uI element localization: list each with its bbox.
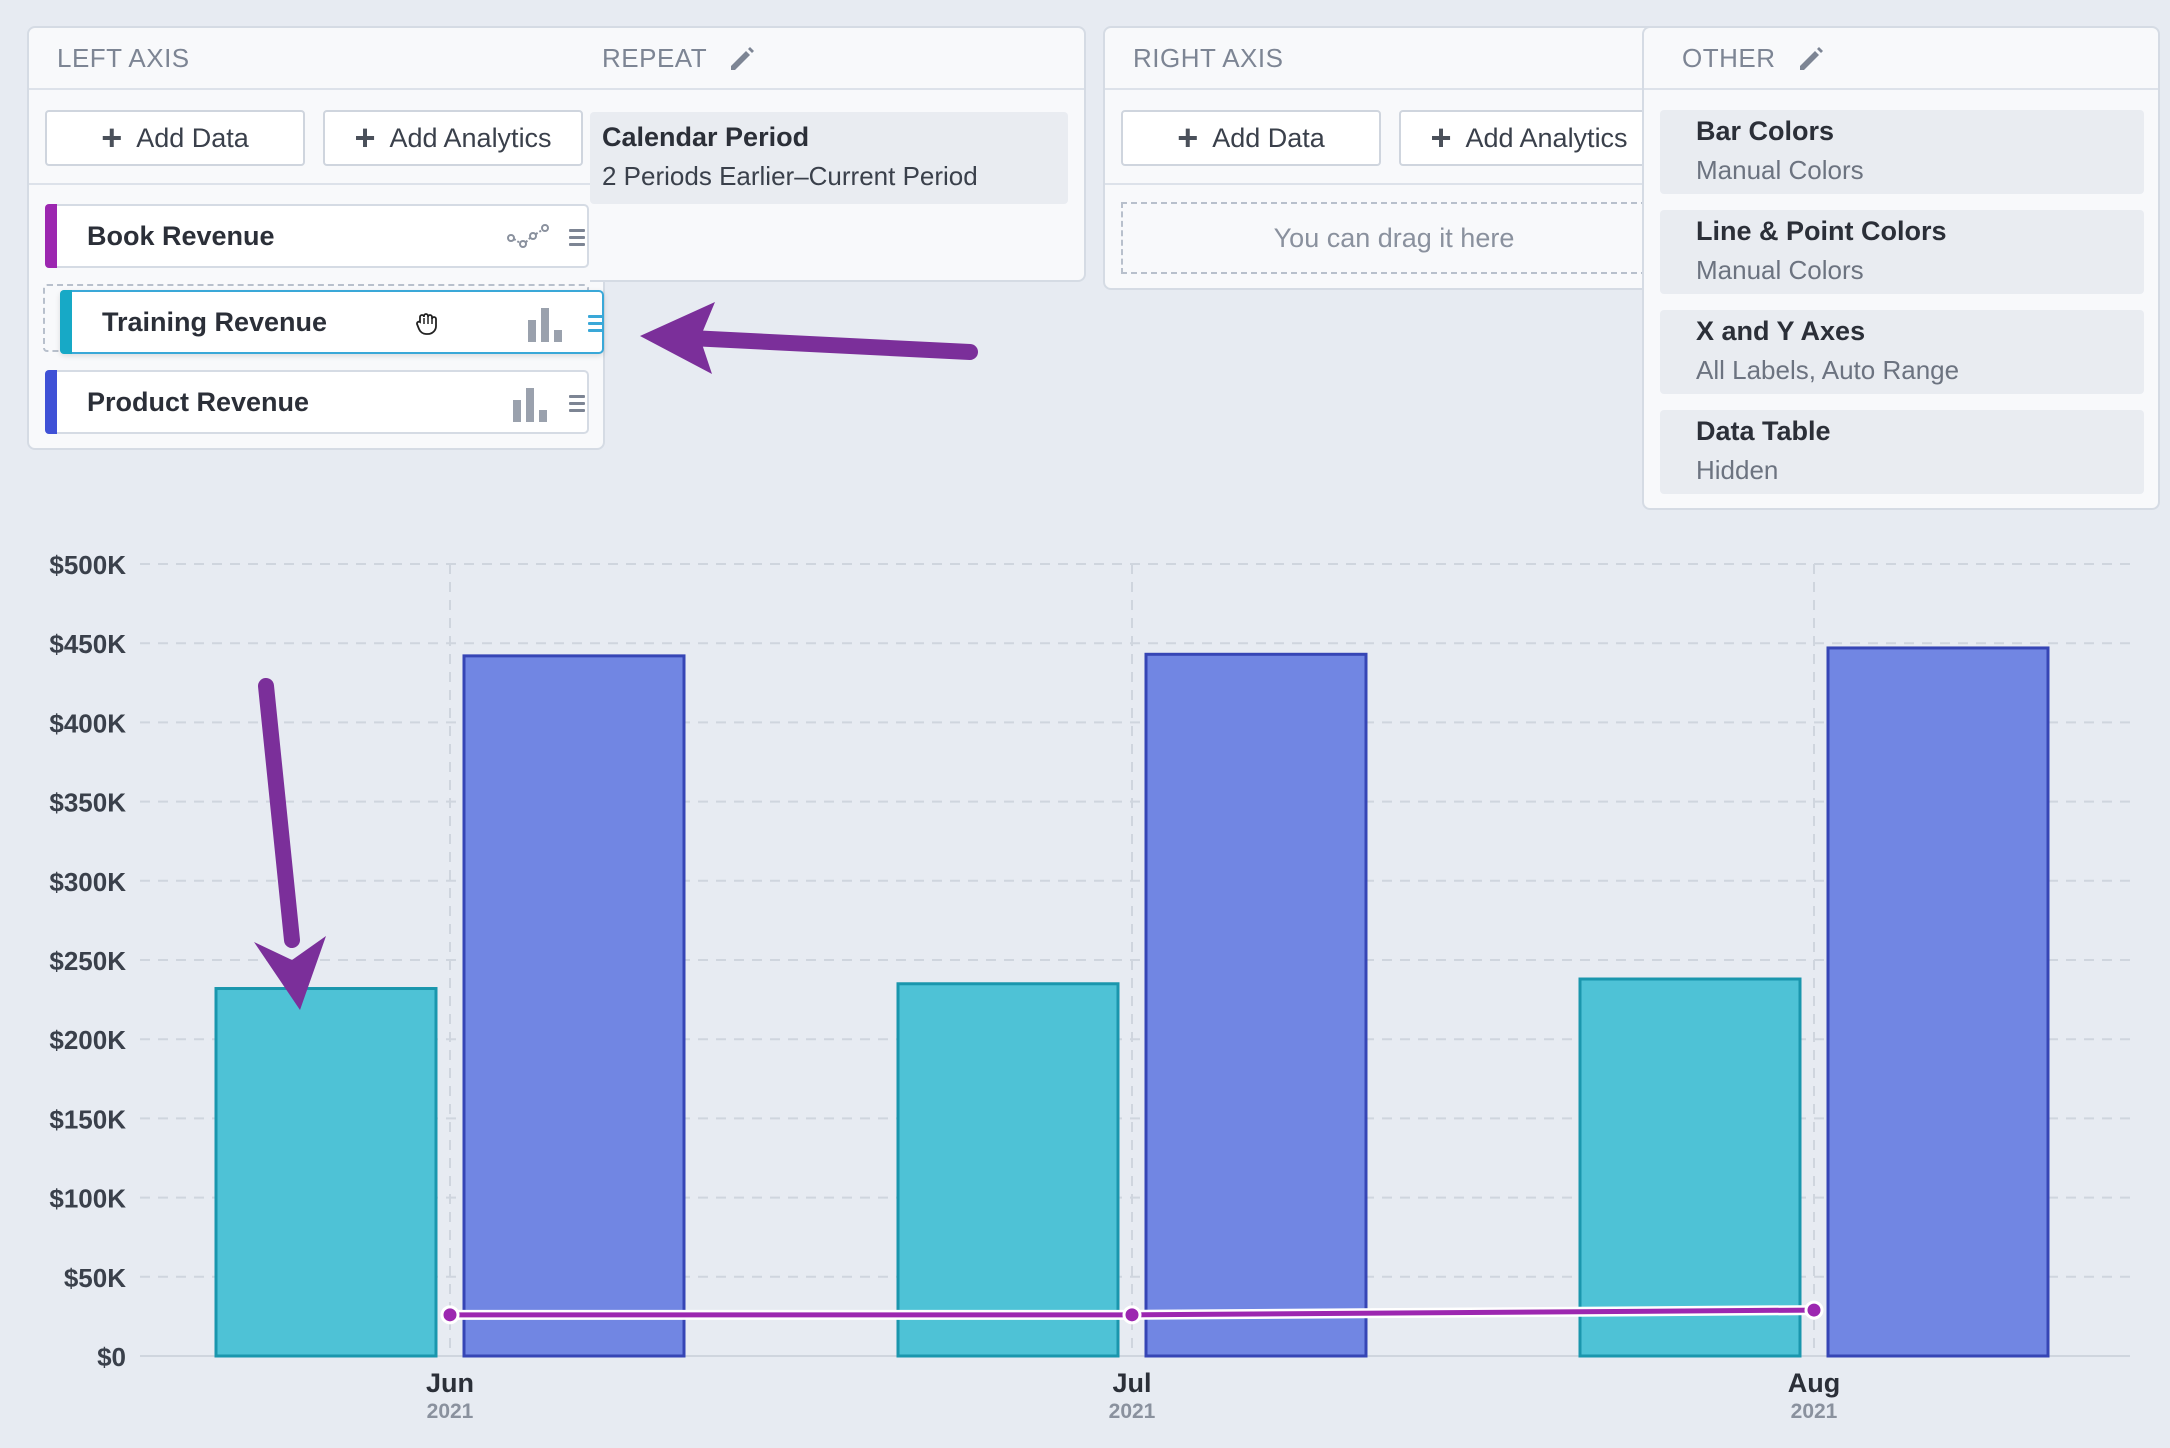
y-tick-label: $300K	[49, 867, 126, 897]
drag-handle-icon[interactable]	[569, 391, 585, 416]
setting-value: Manual Colors	[1696, 155, 1864, 185]
setting-value: Hidden	[1696, 455, 1779, 485]
y-tick-label: $500K	[49, 550, 126, 580]
setting-title: Bar Colors	[1696, 116, 1835, 146]
plus-icon: +	[354, 117, 376, 158]
x-tick-label: Jun	[426, 1368, 474, 1398]
bar-series	[214, 646, 2050, 1358]
y-tick-label: $0	[97, 1342, 126, 1372]
y-tick-label: $250K	[49, 946, 126, 976]
line-chart-type-icon[interactable]	[507, 224, 551, 250]
bar-training-revenue	[1578, 977, 1802, 1358]
data-item-product-revenue[interactable]: Product Revenue	[45, 370, 589, 434]
bar-colors-setting[interactable]: Bar Colors Manual Colors	[1660, 110, 2144, 194]
y-axis-ticks: $0 $50K $100K $150K $200K $250K $300K $350K $400…	[49, 550, 126, 1372]
left-axis-header: LEFT AXIS	[29, 28, 603, 90]
line-series	[440, 1300, 1824, 1325]
plus-icon: +	[101, 117, 123, 158]
y-tick-label: $150K	[49, 1104, 126, 1134]
grab-cursor-icon	[416, 313, 437, 335]
x-tick-label: Jul	[1112, 1368, 1151, 1398]
pencil-icon[interactable]	[1794, 42, 1826, 74]
add-data-label: Add Data	[1212, 122, 1325, 153]
point-book-revenue	[1122, 1305, 1142, 1325]
series-color-strip	[45, 204, 57, 268]
drag-handle-icon[interactable]	[588, 311, 604, 336]
annotation-arrow-horizontal	[640, 302, 978, 374]
divider	[1105, 183, 1679, 185]
add-analytics-label: Add Analytics	[389, 122, 552, 153]
right-add-analytics-button[interactable]: + Add Analytics	[1399, 110, 1659, 166]
x-tick-label: Aug	[1788, 1368, 1840, 1398]
setting-title: Data Table	[1696, 416, 1831, 446]
setting-value: Manual Colors	[1696, 255, 1864, 285]
y-tick-label: $400K	[49, 708, 126, 738]
bar-chart-type-icon[interactable]	[526, 306, 566, 342]
other-header: OTHER	[1644, 28, 2158, 90]
setting-value: 2 Periods Earlier–Current Period	[602, 161, 978, 191]
bar-product-revenue	[1826, 646, 2050, 1358]
y-tick-label: $450K	[49, 629, 126, 659]
bar-product-revenue	[1144, 652, 1368, 1358]
add-analytics-label: Add Analytics	[1465, 122, 1628, 153]
pencil-icon[interactable]	[725, 42, 757, 74]
bar-product-revenue	[462, 654, 686, 1358]
bar-training-revenue	[896, 982, 1120, 1358]
y-tick-label: $50K	[64, 1263, 126, 1293]
right-axis-header: RIGHT AXIS	[1105, 28, 1679, 90]
data-item-label: Training Revenue	[102, 306, 328, 337]
left-axis-panel: LEFT AXIS + Add Data + Add Analytics Boo…	[27, 26, 605, 450]
other-panel: OTHER Bar Colors Manual Colors Line & Po…	[1642, 26, 2160, 510]
add-data-label: Add Data	[136, 122, 249, 153]
right-axis-panel: RIGHT AXIS + Add Data + Add Analytics Yo…	[1103, 26, 1681, 290]
setting-title: Calendar Period	[602, 122, 810, 152]
x-tick-sublabel: 2021	[1109, 1400, 1156, 1423]
line-point-colors-setting[interactable]: Line & Point Colors Manual Colors	[1660, 210, 2144, 294]
divider	[29, 183, 603, 185]
y-tick-label: $100K	[49, 1184, 126, 1214]
drop-zone[interactable]: You can drag it here	[1121, 202, 1667, 274]
other-title: OTHER	[1682, 42, 1776, 73]
x-tick-sublabel: 2021	[1791, 1400, 1838, 1423]
plus-icon: +	[1430, 117, 1452, 158]
repeat-panel: REPEAT Calendar Period 2 Periods Earlier…	[590, 26, 1086, 282]
axes-setting[interactable]: X and Y Axes All Labels, Auto Range	[1660, 310, 2144, 394]
point-book-revenue	[440, 1305, 460, 1325]
y-tick-label: $350K	[49, 788, 126, 818]
data-item-label: Book Revenue	[87, 220, 275, 251]
data-item-book-revenue[interactable]: Book Revenue	[45, 204, 589, 268]
revenue-chart: $0 $50K $100K $150K $200K $250K $300K $350K $400…	[49, 550, 2130, 1423]
series-color-strip	[60, 290, 72, 354]
bar-chart-type-icon[interactable]	[511, 386, 551, 422]
plus-icon: +	[1177, 117, 1199, 158]
right-add-data-button[interactable]: + Add Data	[1121, 110, 1381, 166]
series-color-strip	[45, 370, 57, 434]
left-add-data-button[interactable]: + Add Data	[45, 110, 305, 166]
left-add-analytics-button[interactable]: + Add Analytics	[323, 110, 583, 166]
data-item-label: Product Revenue	[87, 386, 310, 417]
drag-handle-icon[interactable]	[569, 225, 585, 250]
data-table-setting[interactable]: Data Table Hidden	[1660, 410, 2144, 494]
y-tick-label: $200K	[49, 1025, 126, 1055]
annotation-arrow-vertical	[254, 678, 326, 1010]
setting-title: Line & Point Colors	[1696, 216, 1947, 246]
bar-training-revenue	[214, 987, 438, 1358]
setting-title: X and Y Axes	[1696, 316, 1866, 346]
repeat-header: REPEAT	[590, 28, 1084, 90]
repeat-title: REPEAT	[602, 42, 708, 73]
point-book-revenue	[1804, 1300, 1824, 1320]
setting-value: All Labels, Auto Range	[1696, 355, 1960, 385]
calendar-period-setting[interactable]: Calendar Period 2 Periods Earlier–Curren…	[590, 112, 1068, 204]
data-item-training-revenue-dragging[interactable]: Training Revenue	[60, 290, 604, 354]
x-tick-sublabel: 2021	[427, 1400, 474, 1423]
